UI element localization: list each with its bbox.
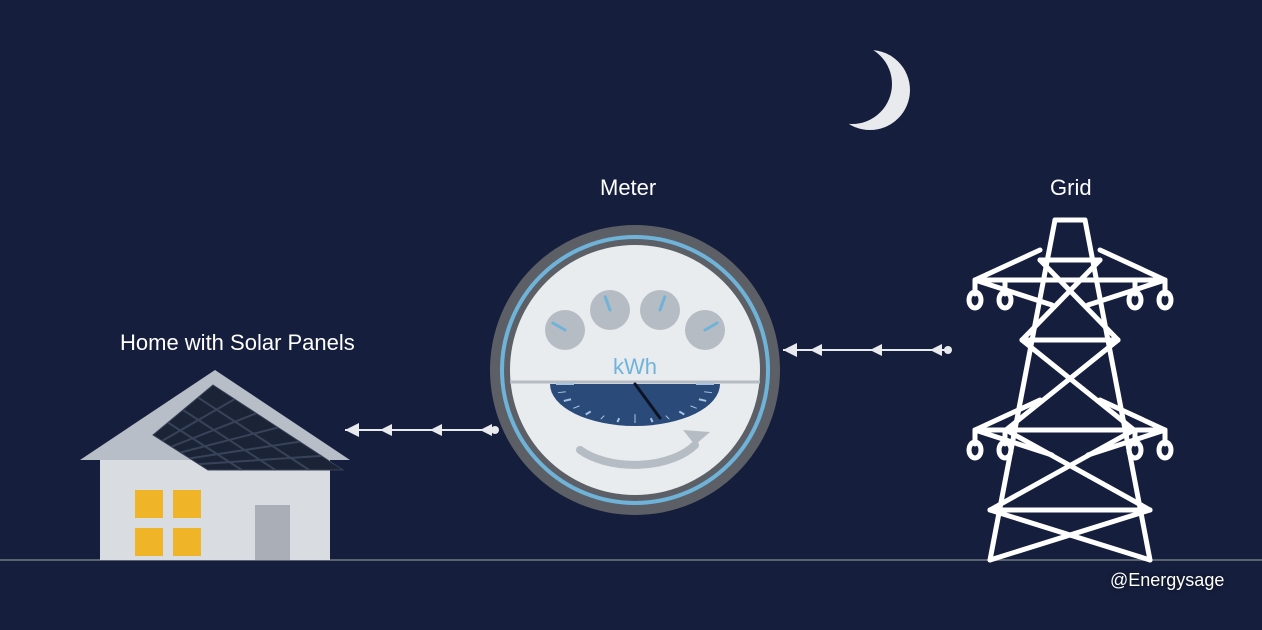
meter-dial <box>545 310 585 350</box>
window-icon <box>135 490 163 518</box>
home-icon <box>80 370 350 560</box>
meter-dial <box>685 310 725 350</box>
window-icon <box>173 490 201 518</box>
grid-label: Grid <box>1050 175 1092 201</box>
window-icon <box>173 528 201 556</box>
diagram-scene: kWh <box>0 0 1262 630</box>
meter-label: Meter <box>600 175 656 201</box>
meter-dial <box>590 290 630 330</box>
flow-arrow <box>783 343 952 357</box>
attribution: @Energysage <box>1110 570 1224 591</box>
home-label: Home with Solar Panels <box>120 330 355 356</box>
moon-icon <box>812 44 910 130</box>
door-icon <box>255 505 290 560</box>
kwh-label: kWh <box>613 354 657 379</box>
window-icon <box>135 528 163 556</box>
meter-icon: kWh <box>490 225 780 515</box>
grid-tower-icon <box>969 220 1171 560</box>
flow-arrow <box>345 423 499 437</box>
meter-dial <box>640 290 680 330</box>
